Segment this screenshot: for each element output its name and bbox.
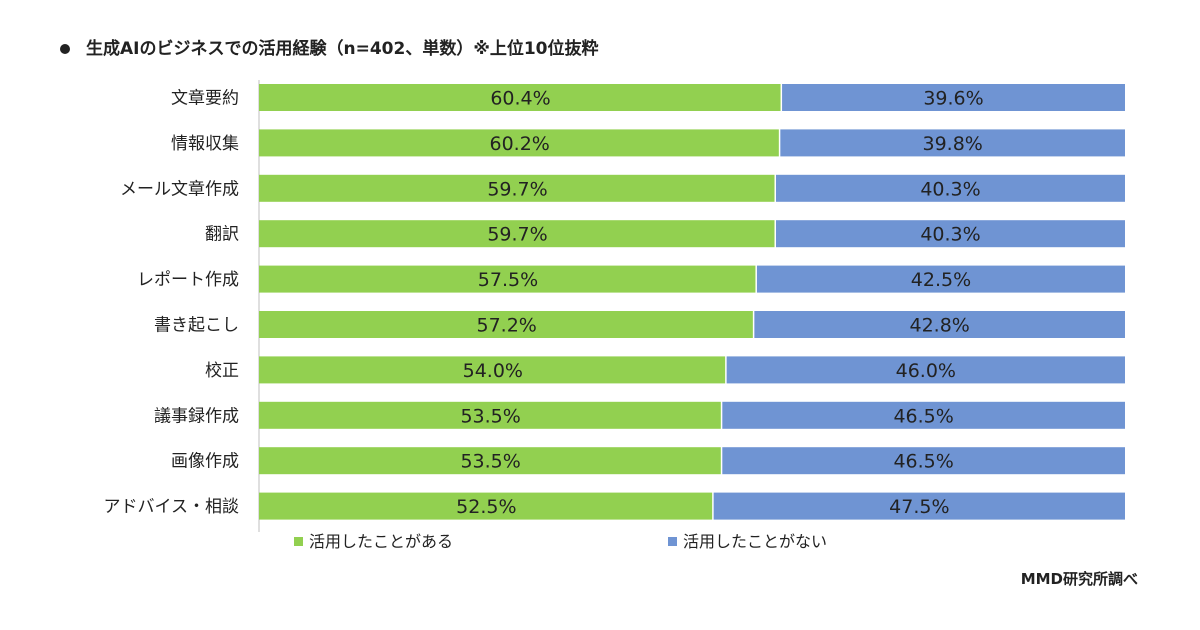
category-label: 翻訳: [205, 225, 239, 245]
data-label: 46.0%: [896, 360, 956, 382]
bar-not-used: [782, 84, 1125, 111]
bar-not-used: [722, 447, 1125, 475]
bar-used: [259, 265, 756, 293]
data-label: 40.3%: [920, 224, 980, 246]
data-label: 60.4%: [490, 88, 550, 110]
legend-label-not-used: 活用したことがない: [683, 532, 827, 551]
category-label: メール文章作成: [120, 179, 239, 199]
bar-not-used: [713, 492, 1125, 520]
data-label: 39.6%: [923, 88, 983, 110]
bar-not-used: [776, 174, 1125, 202]
bar-not-used: [776, 220, 1125, 248]
legend-swatch-used: [294, 537, 303, 546]
category-label: アドバイス・相談: [104, 497, 240, 517]
chart-title: 生成AIのビジネスでの活用経験（n=402、単数）※上位10位抜粋: [60, 34, 599, 59]
bar-used: [259, 492, 713, 520]
bar-not-used: [780, 129, 1125, 157]
data-label: 59.7%: [487, 224, 547, 246]
bar-used: [259, 356, 726, 384]
bar-not-used: [754, 311, 1125, 338]
chart-title-text: 生成AIのビジネスでの活用経験（n=402、単数）※上位10位抜粋: [86, 39, 599, 59]
data-label: 42.8%: [909, 315, 969, 337]
data-label: 40.3%: [920, 178, 980, 200]
data-label: 59.7%: [487, 178, 547, 200]
source-note: MMD研究所調べ: [1020, 570, 1138, 588]
category-label: 校正: [205, 361, 239, 381]
bar-not-used: [756, 265, 1125, 293]
data-label: 57.5%: [478, 269, 538, 291]
bar-used: [259, 401, 721, 429]
data-label: 53.5%: [460, 405, 520, 427]
bar-used: [259, 174, 775, 202]
bar-used: [259, 84, 781, 111]
bar-used: [259, 447, 721, 475]
data-label: 53.5%: [460, 451, 520, 473]
data-label: 57.2%: [476, 315, 536, 337]
category-label: 書き起こし: [154, 316, 239, 336]
data-label: 54.0%: [463, 360, 523, 382]
data-label: 60.2%: [489, 133, 549, 155]
data-label: 47.5%: [889, 496, 949, 518]
data-label: 46.5%: [893, 405, 953, 427]
category-label: 議事録作成: [154, 406, 239, 426]
data-label: 42.5%: [911, 269, 971, 291]
legend-label-used: 活用したことがある: [309, 532, 453, 551]
bar-used: [259, 129, 779, 157]
category-label: 文章要約: [171, 89, 239, 109]
data-label: 46.5%: [893, 451, 953, 473]
bar-used: [259, 220, 775, 248]
category-label: レポート作成: [137, 270, 239, 290]
category-label: 情報収集: [171, 134, 239, 154]
category-label: 画像作成: [171, 452, 239, 472]
legend-swatch-not-used: [668, 537, 677, 546]
data-label: 52.5%: [456, 496, 516, 518]
data-label: 39.8%: [922, 133, 982, 155]
bar-not-used: [722, 401, 1125, 429]
bullet-icon: [60, 44, 70, 54]
bar-not-used: [726, 356, 1125, 384]
bar-used: [259, 311, 753, 338]
